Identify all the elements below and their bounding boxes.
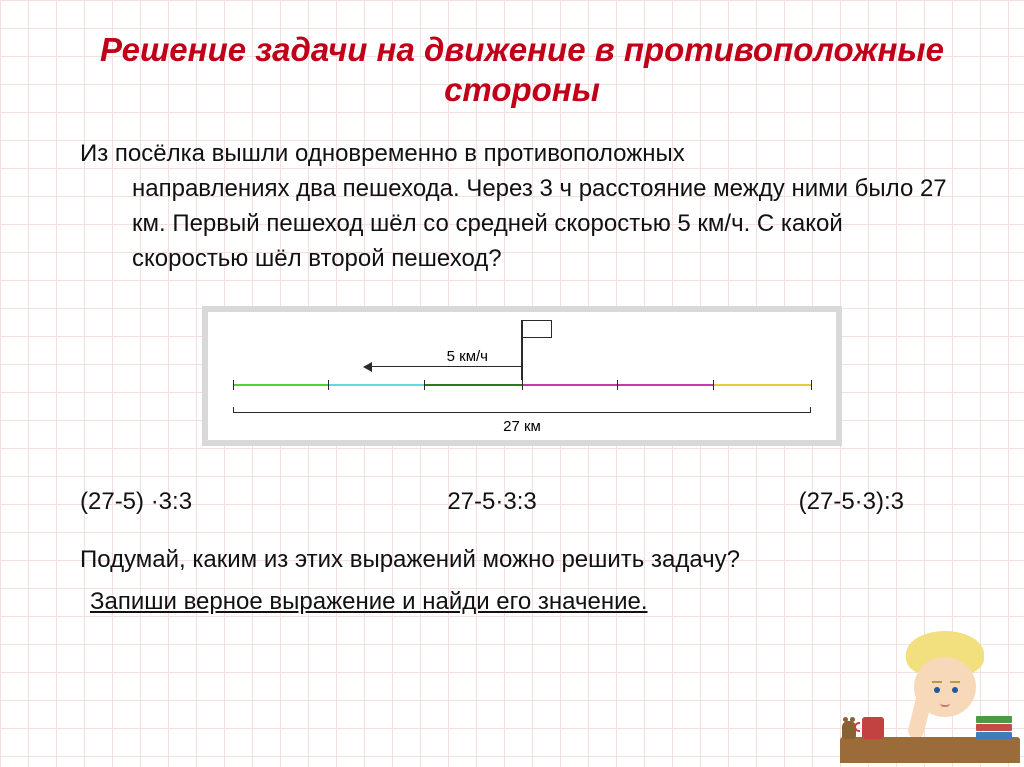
book-stack [976, 715, 1012, 739]
problem-text: Из посёлка вышли одновременно в противоп… [80, 137, 964, 276]
number-line-diagram: 5 км/ч 27 к [202, 306, 842, 446]
arm [906, 690, 933, 740]
eye-icon [934, 687, 940, 693]
tick [424, 380, 425, 390]
content: Решение задачи на движение в противополо… [0, 0, 1024, 616]
diagram: 5 км/ч 27 к [202, 306, 842, 446]
segment-2 [328, 384, 423, 386]
tick [617, 380, 618, 390]
speed-label: 5 км/ч [447, 348, 488, 365]
book [976, 724, 1012, 731]
child-illustration [840, 613, 1020, 763]
desk [840, 737, 1020, 763]
problem-rest: направлениях два пешехода. Через 3 ч рас… [80, 172, 964, 276]
mug-icon [862, 717, 884, 739]
segment-3 [424, 384, 522, 386]
expressions-row: (27-5) ·3:3 27-5·3:3 (27-5·3):3 [80, 488, 964, 516]
page: Решение задачи на движение в противополо… [0, 0, 1024, 767]
brow [950, 681, 960, 683]
expression-3: (27-5·3):3 [629, 488, 964, 516]
eye-icon [952, 687, 958, 693]
expression-1: (27-5) ·3:3 [80, 488, 355, 516]
tick [811, 380, 812, 390]
segment-5 [617, 384, 712, 386]
expression-2: 27-5·3:3 [355, 488, 630, 516]
problem-line1: Из посёлка вышли одновременно в противоп… [80, 137, 964, 172]
segment-4 [522, 384, 617, 386]
book [976, 732, 1012, 739]
segment-1 [233, 384, 328, 386]
tick [328, 380, 329, 390]
distance-bracket [233, 412, 811, 413]
tick [713, 380, 714, 390]
prompt-write: Запиши верное выражение и найди его знач… [80, 588, 964, 616]
tick [522, 380, 523, 390]
book [976, 716, 1012, 723]
brow [932, 681, 942, 683]
arrow-left-icon [371, 366, 521, 367]
tick [233, 380, 234, 390]
prompt-think: Подумай, каким из этих выражений можно р… [80, 546, 964, 574]
page-title: Решение задачи на движение в противополо… [80, 30, 964, 109]
segment-6 [713, 384, 811, 386]
flag-icon [522, 320, 552, 338]
distance-label: 27 км [503, 418, 541, 435]
number-line [233, 384, 811, 385]
